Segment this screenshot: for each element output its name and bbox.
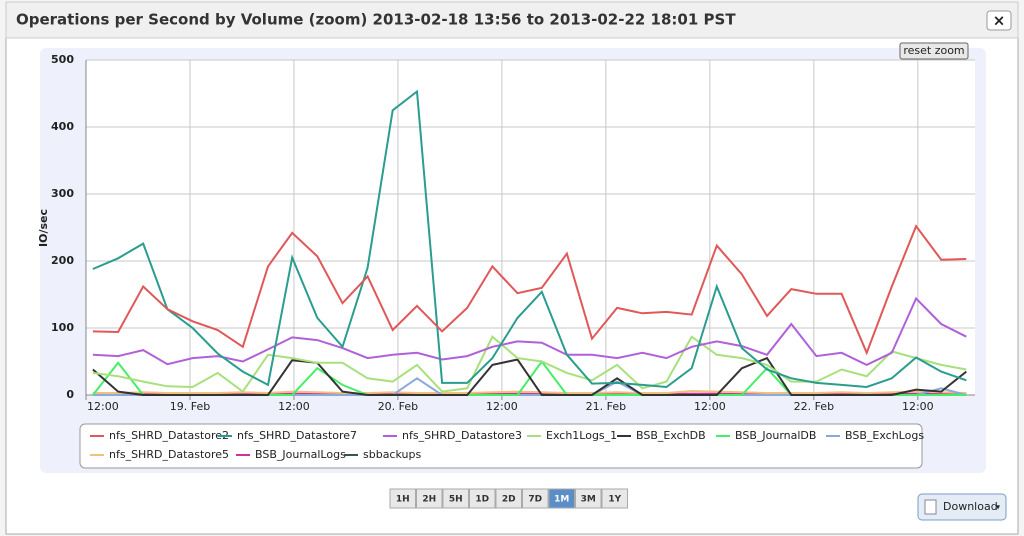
x-tick-label: 22. Feb bbox=[794, 400, 834, 413]
y-tick-label: 500 bbox=[51, 53, 74, 66]
legend-box bbox=[79, 423, 923, 469]
range-label[interactable]: 1D bbox=[475, 495, 489, 505]
range-button[interactable] bbox=[416, 488, 443, 509]
download-button[interactable] bbox=[917, 493, 1007, 521]
range-button[interactable] bbox=[522, 488, 549, 509]
series-line bbox=[92, 296, 967, 367]
x-tick-label: 12:00 bbox=[902, 400, 934, 413]
range-label[interactable]: 3M bbox=[581, 495, 596, 505]
legend-label[interactable]: BSB_JournalLogs bbox=[255, 448, 346, 461]
range-label[interactable]: 1H bbox=[396, 495, 410, 505]
range-button[interactable] bbox=[469, 488, 496, 509]
close-button[interactable] bbox=[986, 10, 1012, 31]
x-tick-label: 21. Feb bbox=[586, 400, 626, 413]
dialog-title: Operations per Second by Volume (zoom) 2… bbox=[16, 11, 736, 29]
y-tick-label: 200 bbox=[51, 254, 74, 267]
range-label[interactable]: 7D bbox=[528, 495, 542, 505]
download-label[interactable]: Download bbox=[943, 500, 998, 513]
series-line bbox=[92, 224, 967, 356]
legend-label[interactable]: BSB_JournalDB bbox=[735, 429, 816, 442]
y-axis-label: IO/sec bbox=[37, 209, 50, 247]
legend-label[interactable]: sbbackups bbox=[363, 448, 421, 461]
legend-label[interactable]: nfs_SHRD_Datastore7 bbox=[237, 429, 357, 442]
legend-label[interactable]: BSB_ExchLogs bbox=[845, 429, 924, 442]
x-tick-label: 19. Feb bbox=[170, 400, 210, 413]
reset-zoom-button[interactable] bbox=[899, 42, 969, 60]
x-tick-label: 12:00 bbox=[87, 400, 119, 413]
range-label[interactable]: 5H bbox=[449, 495, 463, 505]
legend-label[interactable]: nfs_SHRD_Datastore2 bbox=[109, 429, 229, 442]
range-button[interactable] bbox=[389, 488, 416, 509]
range-label[interactable]: 2H bbox=[422, 495, 436, 505]
series-line bbox=[92, 335, 967, 394]
y-tick-label: 300 bbox=[51, 187, 74, 200]
close-icon[interactable]: × bbox=[993, 12, 1006, 30]
range-button[interactable] bbox=[601, 488, 628, 509]
y-tick-label: 100 bbox=[51, 321, 74, 334]
range-label[interactable]: 2D bbox=[502, 495, 516, 505]
plot-area bbox=[86, 60, 975, 395]
download-icon[interactable] bbox=[924, 499, 937, 515]
download-caret[interactable]: ▾ bbox=[996, 503, 1000, 512]
x-tick-label: 12:00 bbox=[486, 400, 518, 413]
y-tick-label: 400 bbox=[51, 120, 74, 133]
legend-label[interactable]: nfs_SHRD_Datastore5 bbox=[109, 448, 229, 461]
series-line bbox=[92, 356, 967, 396]
legend-label[interactable]: nfs_SHRD_Datastore3 bbox=[402, 429, 522, 442]
series-line bbox=[92, 389, 967, 395]
range-button[interactable] bbox=[442, 488, 469, 509]
title-bar bbox=[5, 1, 1019, 39]
range-label[interactable]: 1M bbox=[554, 495, 569, 505]
range-button[interactable] bbox=[575, 488, 602, 509]
range-button[interactable] bbox=[495, 488, 522, 509]
x-tick-label: 20. Feb bbox=[378, 400, 418, 413]
x-tick-label: 12:00 bbox=[278, 400, 310, 413]
range-label[interactable]: 1Y bbox=[608, 495, 621, 505]
legend-label[interactable]: Exch1Logs_1 bbox=[546, 429, 617, 442]
series-line bbox=[92, 89, 967, 389]
reset-zoom-label[interactable]: reset zoom bbox=[903, 44, 964, 57]
range-button[interactable] bbox=[548, 488, 575, 509]
legend-label[interactable]: BSB_ExchDB bbox=[636, 429, 706, 442]
x-tick-label: 12:00 bbox=[694, 400, 726, 413]
y-tick-label: 0 bbox=[66, 388, 74, 401]
